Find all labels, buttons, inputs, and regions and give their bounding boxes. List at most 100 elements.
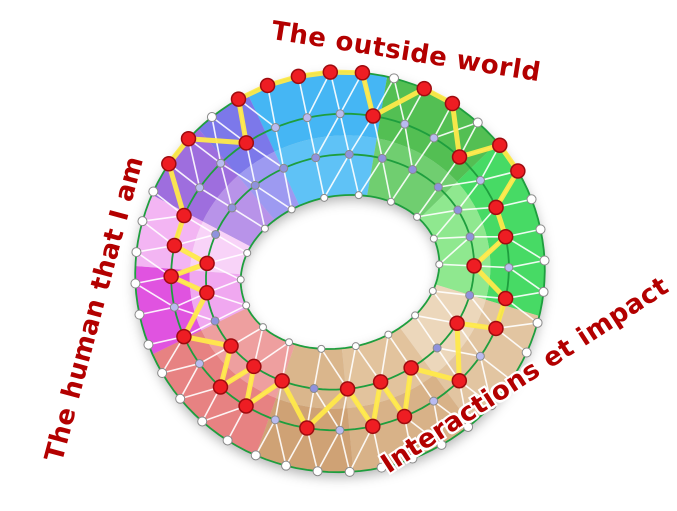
node[interactable]: [435, 260, 444, 269]
red-node[interactable]: [497, 229, 514, 245]
node[interactable]: [287, 205, 296, 214]
node[interactable]: [211, 229, 221, 239]
node[interactable]: [376, 462, 387, 473]
node[interactable]: [137, 216, 148, 227]
node[interactable]: [285, 338, 294, 347]
red-node[interactable]: [466, 258, 482, 274]
red-node[interactable]: [274, 373, 290, 389]
node[interactable]: [227, 203, 237, 213]
node[interactable]: [388, 73, 399, 84]
node[interactable]: [169, 302, 179, 312]
node[interactable]: [148, 186, 159, 197]
red-node[interactable]: [166, 237, 183, 254]
red-node[interactable]: [199, 285, 215, 301]
red-node[interactable]: [259, 77, 276, 94]
node[interactable]: [335, 425, 345, 435]
node[interactable]: [400, 119, 410, 129]
red-node[interactable]: [451, 372, 468, 389]
node[interactable]: [258, 323, 267, 332]
red-node[interactable]: [492, 137, 508, 153]
node[interactable]: [465, 232, 475, 242]
node[interactable]: [475, 351, 485, 361]
node[interactable]: [535, 224, 546, 235]
node[interactable]: [250, 180, 260, 190]
red-node[interactable]: [488, 320, 504, 337]
node[interactable]: [432, 343, 442, 353]
node[interactable]: [216, 158, 226, 168]
red-node[interactable]: [290, 68, 307, 85]
node[interactable]: [377, 153, 387, 163]
node[interactable]: [344, 149, 354, 159]
node[interactable]: [236, 275, 245, 284]
node[interactable]: [429, 234, 438, 243]
node[interactable]: [130, 278, 141, 289]
node[interactable]: [335, 109, 345, 119]
node[interactable]: [506, 375, 517, 386]
node[interactable]: [279, 163, 289, 173]
node[interactable]: [175, 393, 186, 404]
node[interactable]: [429, 133, 439, 143]
red-node[interactable]: [161, 156, 177, 172]
node[interactable]: [436, 439, 447, 450]
node[interactable]: [281, 460, 292, 471]
node[interactable]: [386, 197, 395, 206]
red-node[interactable]: [163, 268, 179, 285]
node[interactable]: [453, 205, 463, 215]
node[interactable]: [134, 309, 145, 320]
red-node[interactable]: [365, 108, 381, 124]
node[interactable]: [475, 175, 485, 185]
red-node[interactable]: [230, 91, 247, 107]
node[interactable]: [222, 435, 233, 446]
node[interactable]: [317, 344, 326, 353]
node[interactable]: [131, 247, 142, 258]
node[interactable]: [206, 112, 217, 123]
red-node[interactable]: [299, 420, 315, 436]
node[interactable]: [302, 113, 312, 123]
node[interactable]: [465, 290, 475, 300]
red-node[interactable]: [238, 135, 255, 151]
red-node[interactable]: [354, 65, 371, 81]
node[interactable]: [472, 117, 483, 128]
node[interactable]: [521, 347, 532, 358]
node[interactable]: [411, 311, 420, 320]
node[interactable]: [354, 191, 363, 200]
node[interactable]: [143, 339, 154, 350]
node[interactable]: [344, 466, 355, 477]
node[interactable]: [428, 287, 437, 296]
node[interactable]: [539, 255, 550, 266]
red-node[interactable]: [238, 398, 254, 414]
red-node[interactable]: [372, 374, 389, 390]
node[interactable]: [242, 301, 251, 310]
node[interactable]: [312, 466, 323, 477]
node[interactable]: [407, 453, 418, 464]
node[interactable]: [538, 286, 549, 297]
node[interactable]: [309, 384, 319, 394]
node[interactable]: [463, 421, 474, 432]
red-node[interactable]: [449, 315, 465, 331]
red-node[interactable]: [322, 64, 339, 80]
node[interactable]: [195, 359, 205, 369]
red-node[interactable]: [180, 131, 197, 147]
node[interactable]: [351, 342, 360, 351]
red-node[interactable]: [365, 418, 381, 435]
red-node[interactable]: [223, 338, 239, 354]
node[interactable]: [429, 396, 439, 406]
red-node[interactable]: [246, 358, 262, 375]
red-node[interactable]: [488, 199, 504, 216]
node[interactable]: [526, 194, 537, 205]
red-node[interactable]: [416, 80, 432, 97]
red-node[interactable]: [339, 381, 356, 397]
red-node[interactable]: [497, 290, 514, 307]
node[interactable]: [157, 367, 168, 378]
node[interactable]: [210, 316, 220, 326]
node[interactable]: [243, 248, 252, 257]
node[interactable]: [486, 400, 497, 411]
red-node[interactable]: [510, 163, 526, 179]
node[interactable]: [271, 123, 281, 133]
node[interactable]: [270, 415, 280, 425]
node[interactable]: [384, 330, 393, 339]
red-node[interactable]: [444, 95, 461, 112]
red-node[interactable]: [176, 328, 192, 345]
node[interactable]: [250, 450, 261, 461]
red-node[interactable]: [403, 360, 419, 376]
